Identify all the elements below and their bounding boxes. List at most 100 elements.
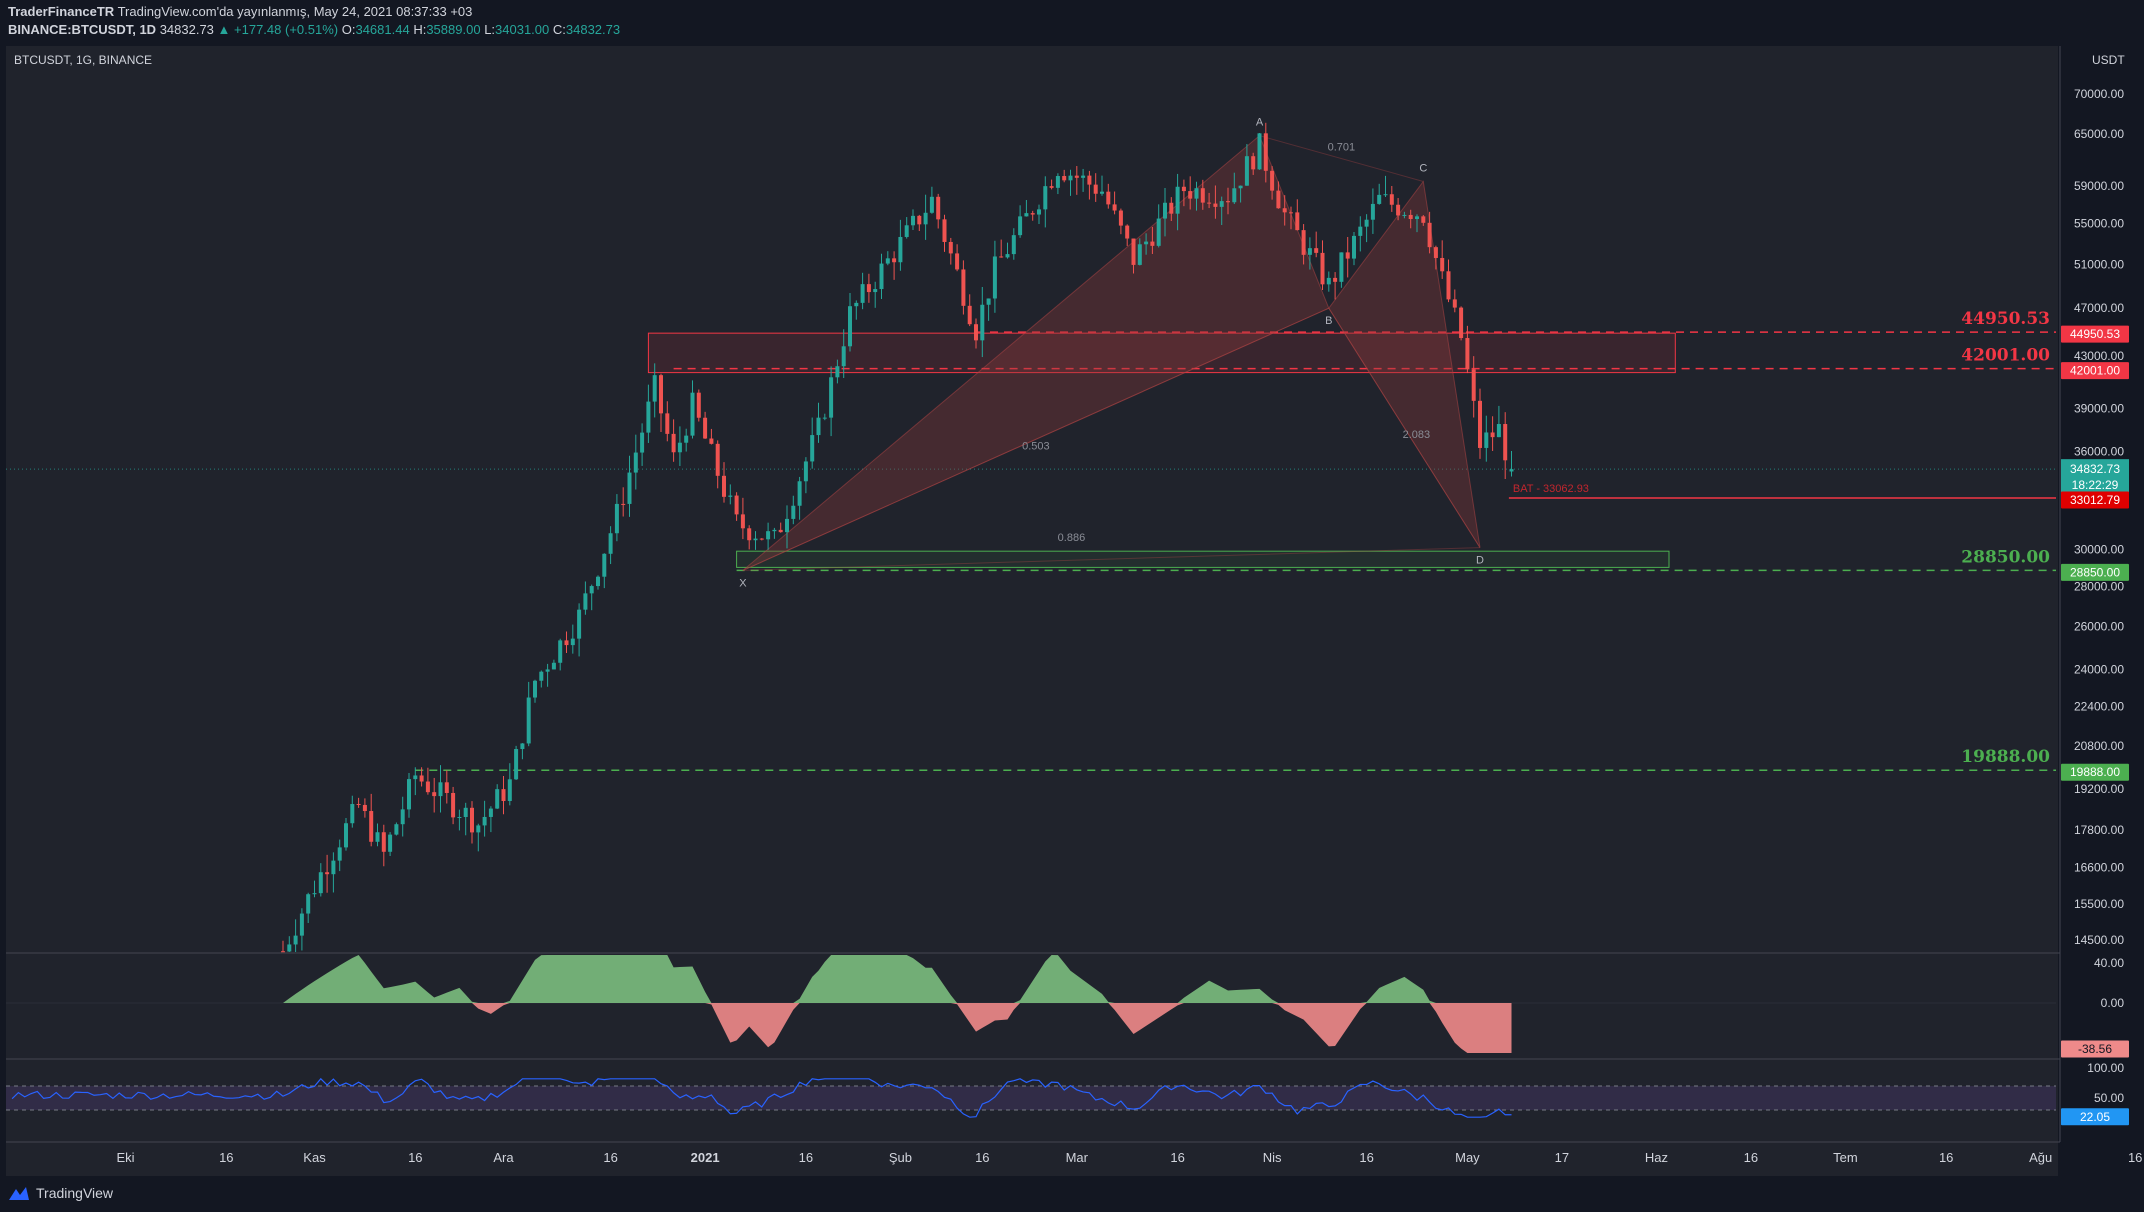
- candle-body: [614, 503, 619, 534]
- candle-body: [583, 593, 588, 610]
- time-tick: Kas: [303, 1150, 326, 1165]
- time-tick: 16: [2128, 1150, 2142, 1165]
- candle-body: [646, 401, 651, 433]
- candle-body: [1074, 175, 1079, 178]
- candle-body: [1452, 299, 1457, 308]
- price-tick: 51000.00: [2074, 257, 2124, 271]
- candle-body: [501, 789, 506, 802]
- time-tick: 16: [799, 1150, 813, 1165]
- rsi-line: [11, 1077, 1512, 1118]
- candle-body: [740, 514, 745, 529]
- candle-body: [734, 495, 739, 515]
- pattern-ratio-label: 2.083: [1403, 429, 1431, 441]
- harmonic-pattern: X A B C D 0.701 0.503 2.083 0.886: [739, 117, 1484, 590]
- candle-body: [1446, 271, 1451, 300]
- pattern-ratio-line: [1259, 135, 1424, 182]
- candle-body: [1471, 369, 1476, 401]
- time-tick: Haz: [1645, 1150, 1668, 1165]
- candle-body: [797, 481, 802, 506]
- level-text: 42001.00: [1961, 346, 2050, 366]
- candle-body: [388, 834, 393, 852]
- rsi-value-badge: 22.05: [2080, 1110, 2110, 1124]
- candle-body: [866, 284, 871, 293]
- pattern-ratio-line: [1328, 307, 1481, 548]
- candle-body: [514, 749, 519, 780]
- symbol-ohlc: BINANCE:BTCUSDT, 1D 34832.73 ▲ +177.48 (…: [8, 21, 620, 38]
- candle-body: [419, 775, 424, 782]
- time-tick: 2021: [691, 1150, 720, 1165]
- pattern-ratio-line: [742, 547, 1481, 571]
- countdown-badge: 18:22:29: [2072, 478, 2119, 492]
- candle-body: [677, 442, 682, 453]
- pattern-point-label: D: [1476, 555, 1484, 567]
- candle-body: [520, 743, 525, 750]
- candle-body: [476, 825, 481, 833]
- last-price-badge-bg: [2061, 459, 2129, 496]
- bat-target-label: BAT - 33062.93: [1513, 483, 1589, 495]
- candle-body: [633, 452, 638, 473]
- author-name[interactable]: TraderFinanceTR: [8, 4, 115, 19]
- candle-body: [281, 951, 285, 953]
- rsi-band: [6, 1086, 2056, 1110]
- tradingview-logo[interactable]: TradingView: [8, 1185, 113, 1201]
- pattern-badge: 33012.79: [2070, 493, 2120, 507]
- candle-body: [1156, 218, 1161, 246]
- candle-body: [1333, 277, 1338, 282]
- price-tick: 14500.00: [2074, 933, 2124, 947]
- candle-body: [1238, 185, 1243, 189]
- candle-body: [621, 503, 626, 505]
- symbol-label[interactable]: BINANCE:BTCUSDT, 1D: [8, 22, 157, 37]
- candle-body: [488, 808, 493, 817]
- footer: TradingView: [0, 1176, 2144, 1212]
- candle-body: [608, 533, 613, 554]
- candle-body: [873, 289, 878, 293]
- candle-body: [803, 461, 808, 482]
- osc-value-badge-bg: [2061, 1040, 2129, 1058]
- candle-body: [1150, 241, 1155, 246]
- candle-body: [438, 782, 443, 797]
- candle-body: [1244, 156, 1249, 186]
- candle-body: [892, 258, 897, 263]
- candle-body: [482, 816, 487, 826]
- candle-body: [709, 438, 714, 444]
- time-tick: Eki: [116, 1150, 134, 1165]
- candle-body: [1509, 469, 1514, 472]
- price-tick: 30000.00: [2074, 542, 2124, 556]
- candle-body: [1257, 133, 1262, 170]
- publish-text: TradingView.com'da yayınlanmış, May 24, …: [117, 4, 473, 19]
- brand-label: TradingView: [36, 1185, 114, 1201]
- rsi-value-badge-bg: [2061, 1108, 2129, 1126]
- candle-body: [1030, 213, 1035, 215]
- candle-body: [362, 804, 367, 812]
- candle-body: [766, 531, 771, 540]
- candle-body: [463, 807, 468, 817]
- level-text: 28850.00: [1961, 547, 2050, 567]
- pattern-triangle-bcd: [1328, 180, 1481, 548]
- candle-body: [1352, 235, 1356, 259]
- time-tick: Şub: [889, 1150, 912, 1165]
- candle-body: [917, 215, 922, 225]
- price-tick: 19200.00: [2074, 782, 2124, 796]
- candle-body: [690, 392, 695, 436]
- close-label: C:: [552, 22, 566, 37]
- candle-body: [948, 241, 953, 254]
- candle-body: [1112, 204, 1117, 211]
- pattern-ratio-line: [742, 307, 1330, 571]
- candle-body: [407, 779, 411, 810]
- candle-body: [551, 662, 556, 670]
- candle-body: [1345, 252, 1350, 259]
- high-label: H:: [413, 22, 427, 37]
- candle-body: [942, 219, 947, 242]
- candle-body: [816, 417, 821, 436]
- time-tick: Ara: [493, 1150, 514, 1165]
- open-value: 34681.44: [355, 22, 410, 37]
- candle-body: [1433, 247, 1438, 258]
- candle-body: [325, 872, 330, 875]
- high-value: 35889.00: [426, 22, 481, 37]
- support-zone: [736, 550, 1670, 568]
- candle-body: [961, 269, 966, 306]
- grid: [6, 46, 2061, 1143]
- candle-body: [1144, 241, 1149, 245]
- candle-body: [1326, 277, 1331, 285]
